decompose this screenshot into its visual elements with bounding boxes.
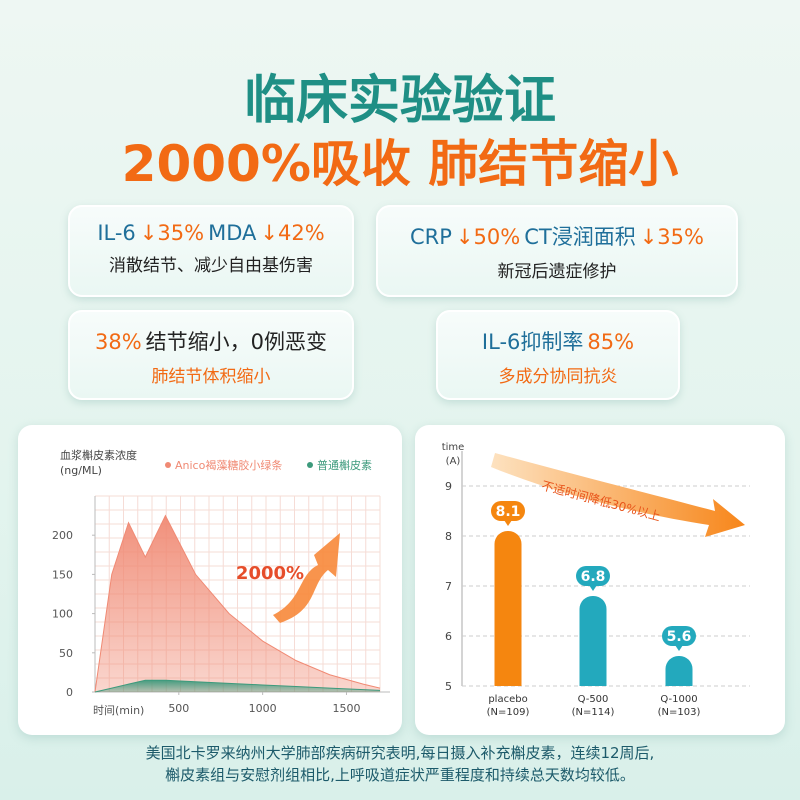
card-line: 多成分协同抗炎 bbox=[438, 362, 678, 387]
y-tick-label: 0 bbox=[66, 686, 73, 699]
footnote: 美国北卡罗来纳州大学肺部疾病研究表明,每日摄入补充槲皮素，连续12周后, bbox=[145, 744, 655, 762]
card-text: 新冠后遗症修护 bbox=[497, 262, 617, 282]
x-tick-label: 500 bbox=[168, 702, 189, 715]
legend-marker bbox=[307, 462, 313, 468]
legend-marker bbox=[165, 462, 171, 468]
area-fill bbox=[95, 515, 380, 692]
card-text: CT浸润面积 bbox=[524, 225, 636, 249]
card: IL-6抑制率 85% 多成分协同抗炎 bbox=[436, 310, 680, 400]
bar bbox=[494, 531, 522, 686]
card-line: 肺结节体积缩小 bbox=[70, 362, 352, 387]
x-tick-label: placebo bbox=[488, 694, 527, 705]
card-line: 新冠后遗症修护 bbox=[378, 257, 736, 282]
value-bubble bbox=[491, 501, 525, 521]
card-text: 结节缩小，0例恶变 bbox=[145, 330, 328, 354]
x-tick-note: (N=109) bbox=[487, 707, 530, 718]
y-tick-label: 100 bbox=[52, 608, 73, 621]
x-tick-label: 1000 bbox=[249, 702, 277, 715]
y-tick-label: 150 bbox=[52, 568, 73, 581]
chart-panel: 0 50 100 150 200 500 1000 1500 时间(min) 血浆槲皮素浓度 (ng… bbox=[18, 425, 402, 735]
card-text: IL-6抑制率 bbox=[481, 330, 584, 354]
legend-label: Anico褐藻糖胶小绿条 bbox=[175, 458, 282, 472]
y-tick-label: 50 bbox=[59, 647, 73, 660]
bubble-tip bbox=[675, 645, 683, 651]
y-tick-label: 9 bbox=[445, 480, 452, 493]
chart: 0 50 100 150 200 500 1000 1500 时间(min) 血浆槲皮素浓度 (ng… bbox=[52, 448, 390, 717]
card-text: 多成分协同抗炎 bbox=[498, 367, 618, 387]
bar bbox=[579, 596, 607, 686]
card-text: 消散结节、减少自由基伤害 bbox=[109, 256, 313, 276]
card-text: 85% bbox=[587, 330, 635, 354]
card-text: ↓50% bbox=[455, 225, 521, 249]
card-text: 38% bbox=[94, 330, 142, 354]
arrow bbox=[491, 453, 745, 537]
card-text: MDA bbox=[208, 221, 257, 245]
y-tick-label: 5 bbox=[445, 680, 452, 693]
y-tick-label: 6 bbox=[445, 630, 452, 643]
bubble-tip bbox=[504, 520, 512, 526]
card: 38% 结节缩小，0例恶变肺结节体积缩小 bbox=[68, 310, 354, 400]
bar-base bbox=[494, 672, 522, 686]
chart: 56789time(A)不适时间降低30%以上8.1placebo(N=109)… bbox=[442, 442, 750, 718]
value-bubble bbox=[576, 566, 610, 586]
y-tick-label: 200 bbox=[52, 529, 73, 542]
area-line bbox=[94, 514, 381, 693]
title: 临床实验验证 bbox=[243, 71, 556, 131]
y-axis-label: time bbox=[442, 442, 465, 453]
x-tick-label: Q-1000 bbox=[660, 694, 697, 705]
card-text: 肺结节体积缩小 bbox=[151, 367, 271, 387]
bar-base bbox=[665, 672, 693, 686]
annotation: 2000% bbox=[236, 563, 304, 584]
chart-panel: 5 6 7 8 9 time (A) 不适时间降低30%以上 8.1 placebo (N=109)… bbox=[415, 425, 785, 735]
x-tick-note: (N=114) bbox=[572, 707, 615, 718]
card-text: CRP bbox=[410, 225, 452, 249]
y-tick-label: 7 bbox=[445, 580, 452, 593]
bubble-tip bbox=[589, 585, 597, 591]
card-line: 38% 结节缩小，0例恶变 bbox=[70, 326, 352, 356]
value-bubble bbox=[662, 626, 696, 646]
x-axis-label: 时间(min) bbox=[93, 704, 144, 717]
bar-base bbox=[579, 672, 607, 686]
card: IL-6 ↓35% MDA ↓42% 消散结节、减少自由基伤害 bbox=[68, 205, 354, 297]
y-axis-label: 血浆槲皮素浓度 bbox=[60, 448, 137, 462]
arrow bbox=[273, 533, 340, 623]
y-axis-label: (ng/ML) bbox=[60, 464, 102, 477]
footnote: 槲皮素组与安慰剂组相比,上呼吸道症状严重程度和持续总天数均较低。 bbox=[165, 766, 635, 784]
value-label: 8.1 bbox=[496, 504, 521, 520]
area-line bbox=[94, 679, 381, 693]
card-line: 消散结节、减少自由基伤害 bbox=[70, 251, 352, 276]
legend-label: 普通槲皮素 bbox=[317, 458, 372, 472]
card-text: ↓35% bbox=[139, 221, 205, 245]
card-text: IL-6 bbox=[97, 221, 136, 245]
x-tick-note: (N=103) bbox=[658, 707, 701, 718]
y-tick-label: 8 bbox=[445, 530, 452, 543]
subtitle: 2000%吸收 肺结节缩小 bbox=[121, 135, 679, 193]
card-text: ↓42% bbox=[260, 221, 325, 245]
value-label: 5.6 bbox=[667, 629, 692, 645]
card-line: IL-6抑制率 85% bbox=[438, 326, 678, 356]
value-label: 6.8 bbox=[581, 569, 606, 585]
card-line: CRP ↓50% CT浸润面积 ↓35% bbox=[378, 221, 736, 251]
x-tick-label: 1500 bbox=[332, 702, 360, 715]
y-axis-label: (A) bbox=[446, 456, 461, 467]
card-text: ↓35% bbox=[639, 225, 704, 249]
card: CRP ↓50% CT浸润面积 ↓35% 新冠后遗症修护 bbox=[376, 205, 738, 297]
card-line: IL-6 ↓35% MDA ↓42% bbox=[70, 221, 352, 245]
x-tick-label: Q-500 bbox=[578, 694, 609, 705]
area-fill bbox=[95, 680, 380, 692]
